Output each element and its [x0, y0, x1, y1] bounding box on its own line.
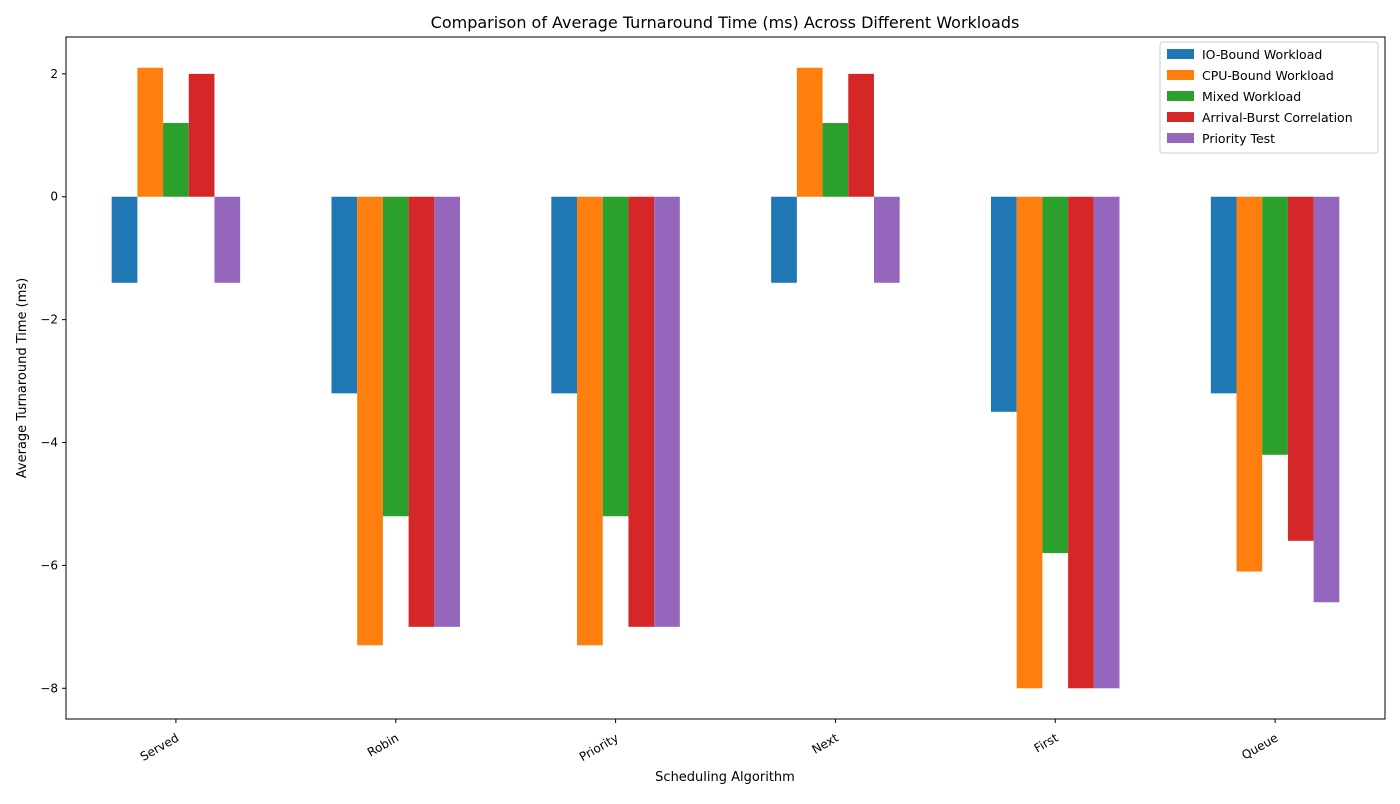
legend: IO-Bound Workload CPU-Bound Workload Mixed… [1159, 41, 1379, 154]
y-tick-label: 2 [50, 67, 58, 81]
plot-frame [65, 36, 1386, 720]
x-tick-label: Priority [577, 731, 621, 764]
y-axis-label: Average Turnaround Time (ms) [15, 278, 30, 478]
y-tick-label: −4 [40, 436, 58, 450]
legend-swatch [1167, 70, 1194, 80]
x-axis: Served Robin Priority Next First Queue [138, 719, 1280, 764]
bar-arrival-burst-correlation-served [188, 73, 215, 197]
y-tick-label: −2 [40, 313, 58, 327]
legend-label: Arrival-Burst Correlation [1202, 110, 1353, 125]
bar-arrival-burst-correlation-next [848, 73, 874, 197]
bar-io-bound-workload-first [991, 196, 1017, 412]
legend-label: IO-Bound Workload [1202, 47, 1322, 62]
bar-arrival-burst-correlation-priority [628, 196, 655, 627]
bar-priority-test-queue [1313, 196, 1340, 603]
bar-cpu-bound-workload-priority [577, 196, 603, 646]
x-tick-label: Served [138, 731, 181, 764]
bar-arrival-burst-correlation-queue [1287, 196, 1314, 541]
bar-priority-test-priority [654, 196, 680, 627]
bar-io-bound-workload-next [771, 196, 797, 283]
bar-priority-test-first [1093, 196, 1120, 689]
legend-swatch [1167, 49, 1194, 59]
bar-cpu-bound-workload-next [796, 67, 823, 197]
y-axis: 2 0 −2 −4 −6 −8 [40, 67, 66, 695]
x-tick-label: Queue [1239, 731, 1280, 763]
legend-label: Mixed Workload [1202, 89, 1301, 104]
y-tick-label: −8 [40, 681, 58, 695]
x-tick-label: Robin [365, 731, 401, 760]
legend-box [1159, 41, 1379, 154]
bar-cpu-bound-workload-queue [1236, 196, 1263, 572]
bar-priority-test-served [214, 196, 241, 283]
legend-label: Priority Test [1202, 131, 1275, 146]
bar-cpu-bound-workload-served [137, 67, 164, 197]
bar-mixed-workload-priority [602, 196, 629, 517]
bar-priority-test-robin [434, 196, 460, 627]
legend-swatch [1167, 91, 1194, 101]
legend-label: CPU-Bound Workload [1202, 68, 1334, 83]
bar-io-bound-workload-priority [551, 196, 578, 394]
bar-io-bound-workload-robin [331, 196, 358, 394]
y-tick-label: −6 [40, 558, 58, 572]
x-tick-label: Next [809, 731, 840, 757]
bars-layer [111, 67, 1340, 689]
bar-io-bound-workload-served [111, 196, 138, 283]
bar-priority-test-next [873, 196, 900, 283]
bar-mixed-workload-first [1042, 196, 1069, 554]
bar-arrival-burst-correlation-robin [408, 196, 435, 627]
bar-cpu-bound-workload-robin [357, 196, 383, 646]
y-tick-label: 0 [50, 190, 58, 204]
bar-mixed-workload-queue [1262, 196, 1288, 455]
x-axis-label: Scheduling Algorithm [655, 770, 795, 785]
bar-arrival-burst-correlation-first [1068, 196, 1094, 689]
legend-swatch [1167, 133, 1194, 143]
chart-title: Comparison of Average Turnaround Time (m… [431, 13, 1020, 32]
bar-mixed-workload-served [163, 123, 189, 197]
bar-mixed-workload-next [822, 123, 849, 197]
bar-mixed-workload-robin [382, 196, 409, 517]
legend-swatch [1167, 112, 1194, 122]
bar-cpu-bound-workload-first [1016, 196, 1043, 689]
bar-io-bound-workload-queue [1210, 196, 1237, 394]
x-tick-label: First [1032, 731, 1061, 756]
